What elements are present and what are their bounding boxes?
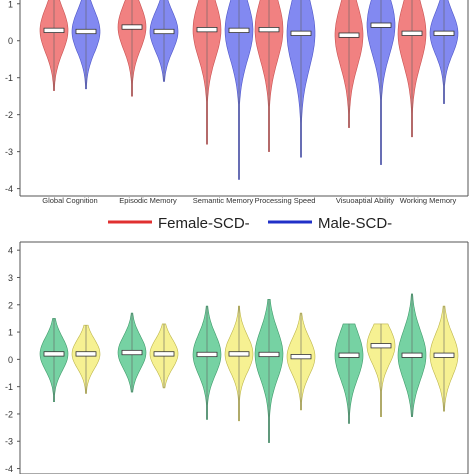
category-label: Working Memory [400, 196, 457, 205]
median-marker [153, 28, 175, 35]
y-tick-label: 4 [8, 246, 13, 256]
median-marker [228, 351, 250, 357]
median-marker [43, 27, 65, 33]
category-label: Semantic Memory [193, 196, 254, 205]
y-tick-label: -3 [5, 147, 13, 157]
median-marker [196, 27, 218, 33]
y-tick-label: -4 [5, 464, 13, 474]
y-tick-label: 3 [8, 273, 13, 283]
median-marker [290, 30, 312, 36]
y-tick-label: 0 [8, 355, 13, 365]
median-marker [370, 343, 392, 349]
bottom-panel: -4 -3 -2 -1 0 1 2 3 4 [5, 241, 469, 474]
median-marker [75, 28, 97, 35]
category-label: Global Cognition [42, 196, 97, 205]
median-marker [290, 354, 312, 360]
legend: Female-SCD- Male-SCD- [108, 215, 392, 232]
y-tick-label: -4 [5, 184, 13, 194]
category-label: Processing Speed [255, 196, 316, 205]
median-marker [338, 32, 360, 38]
median-marker [401, 352, 423, 358]
median-marker [153, 351, 175, 357]
median-marker [258, 27, 280, 33]
category-label: Visuoaptial Ability [336, 196, 394, 205]
median-marker [433, 352, 455, 358]
top-panel: -4 -3 -2 -1 0 1 Global Cognition Episodic Memor… [5, 0, 469, 205]
y-tick-label: -2 [5, 409, 13, 419]
median-marker [338, 352, 360, 358]
median-marker [401, 30, 423, 36]
legend-label-female: Female-SCD- [158, 215, 250, 232]
y-tick-label: 1 [8, 328, 13, 338]
y-tick-label: -1 [5, 73, 13, 83]
median-marker [228, 27, 250, 33]
median-marker [370, 22, 392, 28]
category-label: Episodic Memory [119, 196, 177, 205]
median-marker [196, 351, 218, 358]
y-tick-label: -3 [5, 437, 13, 447]
y-tick-label: 2 [8, 300, 13, 310]
y-tick-label: -1 [5, 382, 13, 392]
median-marker [43, 351, 65, 357]
legend-label-male: Male-SCD- [318, 215, 392, 232]
median-marker [75, 351, 97, 357]
median-marker [433, 30, 455, 36]
y-tick-label: -2 [5, 110, 13, 120]
y-tick-label: 1 [8, 0, 13, 9]
y-tick-label: 0 [8, 36, 13, 46]
median-marker [121, 24, 143, 30]
median-marker [121, 349, 143, 356]
median-marker [258, 351, 280, 358]
